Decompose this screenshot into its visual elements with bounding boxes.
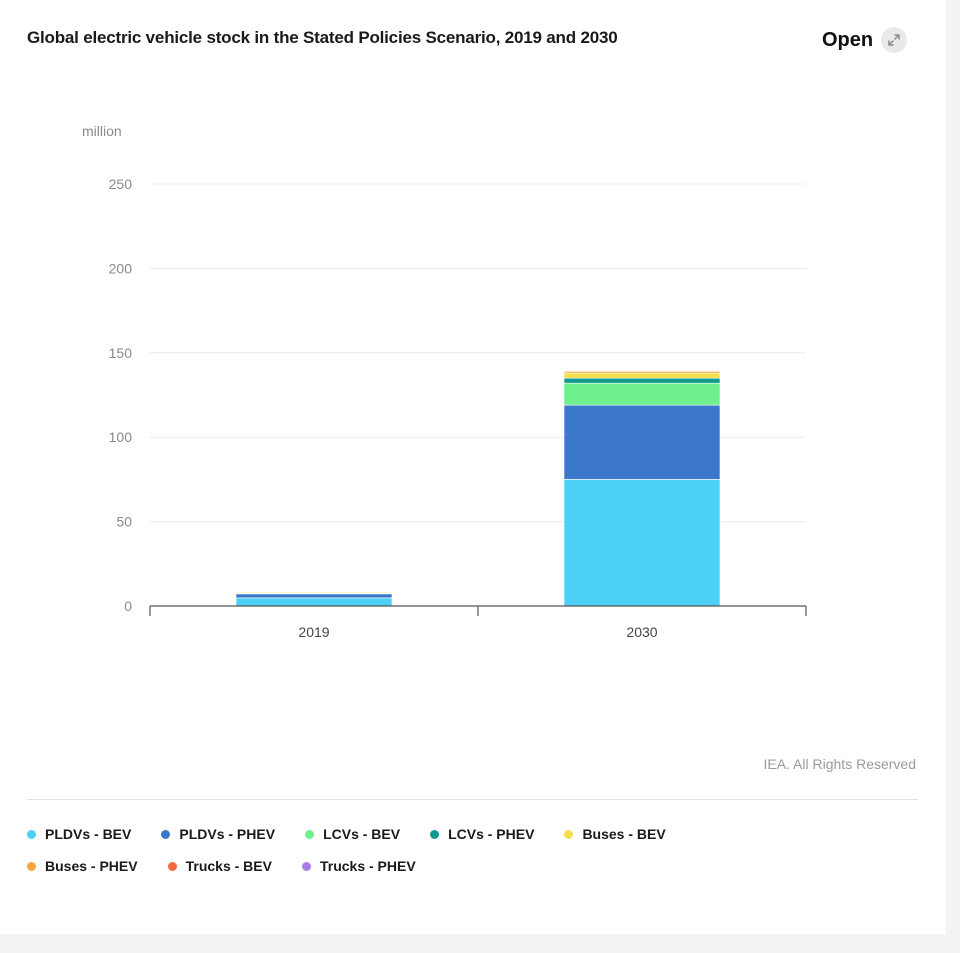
legend-dot-icon bbox=[27, 829, 36, 839]
legend-label: PLDVs - BEV bbox=[45, 826, 132, 842]
bar-segment bbox=[563, 404, 721, 480]
chart-card: Global electric vehicle stock in the Sta… bbox=[0, 0, 946, 934]
legend-item[interactable]: Trucks - BEV bbox=[167, 858, 272, 874]
legend-label: Buses - BEV bbox=[582, 826, 666, 842]
legend-item[interactable]: Buses - PHEV bbox=[27, 858, 138, 874]
legend-label: PLDVs - PHEV bbox=[179, 826, 276, 842]
bar-segment bbox=[563, 479, 721, 607]
legend-label: Trucks - PHEV bbox=[319, 858, 416, 874]
open-label: Open bbox=[822, 28, 874, 51]
y-tick-label: 200 bbox=[109, 260, 133, 276]
y-tick-label: 50 bbox=[116, 514, 132, 530]
divider bbox=[27, 799, 918, 800]
y-axis-unit: million bbox=[82, 123, 122, 139]
legend-item[interactable]: Buses - BEV bbox=[564, 826, 666, 842]
chart-title: Global electric vehicle stock in the Sta… bbox=[27, 28, 618, 47]
legend-label: Trucks - BEV bbox=[185, 858, 272, 874]
x-tick-label: 2019 bbox=[298, 624, 329, 640]
legend-dot-icon bbox=[564, 829, 574, 839]
legend-item[interactable]: LCVs - BEV bbox=[305, 826, 400, 842]
y-tick-label: 0 bbox=[124, 598, 132, 614]
legend-label: LCVs - BEV bbox=[323, 826, 401, 842]
legend-item[interactable]: PLDVs - BEV bbox=[27, 826, 131, 842]
legend-dot-icon bbox=[430, 829, 440, 839]
y-tick-label: 100 bbox=[109, 429, 133, 445]
bar-segment bbox=[563, 372, 721, 379]
chart-plot: million 0 50 100 150 200 250 2019 2030 bbox=[82, 123, 807, 640]
expand-icon bbox=[881, 27, 908, 53]
legend-label: LCVs - PHEV bbox=[448, 826, 535, 842]
y-tick-label: 250 bbox=[109, 176, 133, 192]
y-tick-label: 150 bbox=[109, 345, 133, 361]
legend-dot-icon bbox=[305, 829, 315, 839]
x-tick-label: 2030 bbox=[626, 624, 657, 640]
legend-dot-icon bbox=[161, 829, 171, 839]
legend-item[interactable]: LCVs - PHEV bbox=[430, 826, 534, 842]
legend-dot-icon bbox=[27, 861, 36, 871]
bar-segment bbox=[235, 593, 393, 599]
legend-label: Buses - PHEV bbox=[45, 858, 138, 874]
open-button[interactable]: Open bbox=[822, 27, 908, 53]
legend-item[interactable]: Trucks - PHEV bbox=[301, 858, 416, 874]
legend: PLDVs - BEV PLDVs - PHEV LCVs - BEV LCVs - … bbox=[27, 826, 787, 874]
bar-segment bbox=[563, 382, 721, 406]
legend-dot-icon bbox=[167, 861, 177, 871]
bar-segment bbox=[235, 597, 393, 607]
legend-item[interactable]: PLDVs - PHEV bbox=[161, 826, 275, 842]
bar-segment bbox=[563, 377, 721, 384]
credit-text: IEA. All Rights Reserved bbox=[763, 756, 916, 772]
legend-dot-icon bbox=[301, 861, 311, 871]
